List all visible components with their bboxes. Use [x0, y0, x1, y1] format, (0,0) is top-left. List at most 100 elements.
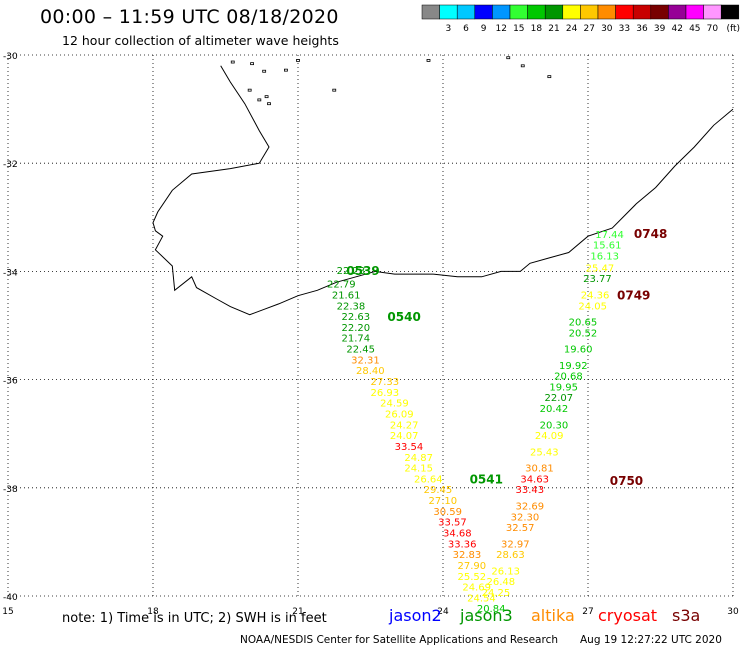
legend-label: 24 [566, 24, 578, 34]
color-legend: 3 6 9 12 15 18 21 24 27 30 33 36 39 42 45 70 (ft) [421, 4, 740, 34]
wave-height-value: 32.31 [351, 355, 380, 366]
wave-height-value: 30.59 [433, 507, 462, 518]
island-outline [267, 102, 271, 106]
wave-height-value: 32.57 [506, 523, 535, 534]
legend-label: 18 [531, 24, 543, 34]
pass-time-label: 0541 [470, 472, 503, 486]
wave-height-value: 24.05 [578, 301, 607, 312]
wave-height-value: 22.23 [337, 266, 366, 277]
legend-label: 36 [636, 24, 648, 34]
wave-height-value: 22.20 [342, 323, 371, 334]
wave-height-value: 15.61 [593, 241, 622, 252]
wave-height-value: 21.61 [332, 290, 361, 301]
legend-label: 42 [671, 24, 682, 34]
legend-label: 33 [619, 24, 630, 34]
wave-height-value: 25.43 [530, 447, 559, 458]
island-outline [257, 98, 262, 102]
lon-tick-label: 24 [437, 607, 449, 617]
wave-height-value: 16.13 [590, 251, 619, 262]
lat-tick-label: -30 [3, 52, 18, 62]
legend-label: 3 [446, 24, 452, 34]
island-outline [506, 56, 511, 60]
wave-height-value: 32.69 [516, 501, 545, 512]
pass-time-label: 0540 [387, 310, 420, 324]
lat-tick-label: -38 [3, 485, 18, 495]
wave-height-value: 22.45 [346, 345, 375, 356]
legend-swatch [720, 4, 740, 20]
wave-height-value: 27.10 [429, 496, 458, 507]
wave-height-value: 20.84 [477, 604, 506, 615]
lon-tick-label: 15 [2, 607, 13, 617]
lon-tick-label: 21 [292, 607, 303, 617]
island-outline [262, 69, 267, 73]
wave-height-value: 24.87 [404, 453, 433, 464]
island-outline [520, 64, 525, 68]
pass-time-label: 0748 [634, 227, 667, 241]
wave-height-value: 24.54 [467, 593, 496, 604]
wave-height-value: 24.36 [581, 290, 610, 301]
wave-height-value: 32.97 [501, 539, 530, 550]
pass-time-label: 0539 [346, 264, 379, 278]
satellite-cryosat-label: cryosat [598, 606, 658, 625]
satellite-s3a-label: s3a [672, 606, 701, 625]
wave-height-value: 19.60 [564, 345, 593, 356]
footnote: note: 1) Time is in UTC; 2) SWH is in fe… [62, 611, 327, 626]
wave-height-value: 26.09 [385, 409, 414, 420]
coastline [152, 65, 734, 316]
legend-label: 45 [689, 24, 700, 34]
wave-height-value: 19.92 [559, 361, 588, 372]
wave-height-value: 24.07 [390, 431, 419, 442]
pass-time-label: 0750 [610, 474, 643, 488]
legend-label: 30 [601, 24, 613, 34]
wave-height-value: 26.64 [414, 474, 443, 485]
wave-height-value: 22.79 [327, 280, 356, 291]
legend-label: 12 [495, 24, 506, 34]
legend-label: 39 [654, 24, 666, 34]
wave-height-value: 24.59 [380, 399, 409, 410]
satellite-altika-label: altika [531, 606, 575, 625]
pass-time-label: 0749 [617, 289, 650, 303]
wave-height-value: 33.36 [448, 539, 477, 550]
lat-tick-label: -34 [3, 268, 18, 278]
wave-height-value: 24.69 [462, 583, 491, 594]
lon-tick-label: 18 [147, 607, 159, 617]
wave-height-value: 20.30 [540, 420, 569, 431]
wave-height-value: 23.77 [583, 274, 612, 285]
wave-height-value: 25.47 [586, 263, 615, 274]
legend-label: 21 [548, 24, 559, 34]
wave-height-value: 29.45 [424, 485, 453, 496]
wave-height-value: 33.57 [438, 518, 467, 529]
wave-height-value: 32.83 [453, 550, 482, 561]
legend-label: 27 [583, 24, 594, 34]
legend-unit: (ft) [726, 24, 740, 34]
wave-height-value: 19.95 [549, 382, 578, 393]
island-outline [247, 88, 252, 92]
map-title: 00:00 – 11:59 UTC 08/18/2020 [40, 6, 339, 28]
wave-height-value: 34.68 [443, 528, 472, 539]
map-subtitle: 12 hour collection of altimeter wave hei… [62, 33, 339, 48]
satellite-jason3-label: jason3 [460, 606, 513, 625]
island-outline [296, 59, 300, 62]
wave-height-value: 22.07 [545, 393, 574, 404]
wave-height-value: 27.90 [458, 561, 487, 572]
wave-height-value: 30.81 [525, 464, 554, 475]
wave-height-value: 28.63 [496, 550, 525, 561]
legend-label: 6 [463, 24, 469, 34]
wave-height-value: 33.43 [516, 485, 545, 496]
lat-tick-label: -40 [3, 593, 18, 603]
lon-tick-label: 27 [582, 607, 593, 617]
wave-height-value: 32.30 [511, 512, 540, 523]
wave-height-value: 20.42 [540, 404, 569, 415]
wave-height-value: 24.09 [535, 431, 564, 442]
wave-height-value: 25.52 [458, 572, 487, 583]
wave-height-value: 20.65 [569, 318, 598, 329]
island-outline [264, 95, 269, 99]
wave-height-value: 24.25 [482, 588, 511, 599]
island-outline [426, 59, 431, 62]
wave-height-value: 22.38 [337, 301, 366, 312]
wave-height-value: 21.74 [342, 334, 371, 345]
island-outline [547, 75, 552, 79]
lat-tick-label: -32 [3, 160, 18, 170]
wave-height-value: 26.93 [371, 388, 400, 399]
